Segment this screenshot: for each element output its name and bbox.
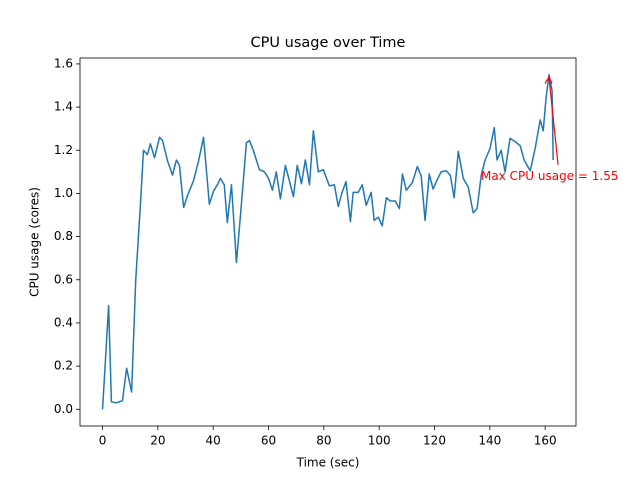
x-tick-label: 140: [478, 434, 501, 448]
y-tick-label: 0.0: [54, 402, 73, 416]
y-tick-label: 0.6: [54, 272, 73, 286]
x-tick-label: 80: [316, 434, 331, 448]
line: [101, 73, 554, 410]
chart-title: CPU usage over Time: [251, 35, 406, 51]
x-tick-label: 20: [150, 434, 165, 448]
x-tick-label: 60: [261, 434, 276, 448]
y-tick-label: 0.4: [54, 315, 73, 329]
x-tick-label: 40: [206, 434, 221, 448]
y-axis-label: CPU usage (cores): [28, 187, 42, 297]
y-tick-label: 1.2: [54, 143, 73, 157]
y-tick-label: 0.2: [54, 359, 73, 373]
x-tick-label: 160: [534, 434, 557, 448]
annotation-arrow: [548, 77, 559, 165]
plot-frame: [79, 57, 577, 427]
annotation: Max CPU usage = 1.55: [481, 169, 618, 183]
x-tick-label: 120: [423, 434, 446, 448]
x-tick-label: 100: [368, 434, 391, 448]
y-tick-label: 1.6: [54, 56, 73, 70]
x-axis-label: Time (sec): [296, 456, 360, 470]
annotation-arrowhead: [544, 75, 553, 85]
y-tick-label: 1.4: [54, 100, 73, 114]
x-tick-label: 0: [99, 434, 107, 448]
y-tick-label: 0.8: [54, 229, 73, 243]
y-tick-label: 1.0: [54, 186, 73, 200]
